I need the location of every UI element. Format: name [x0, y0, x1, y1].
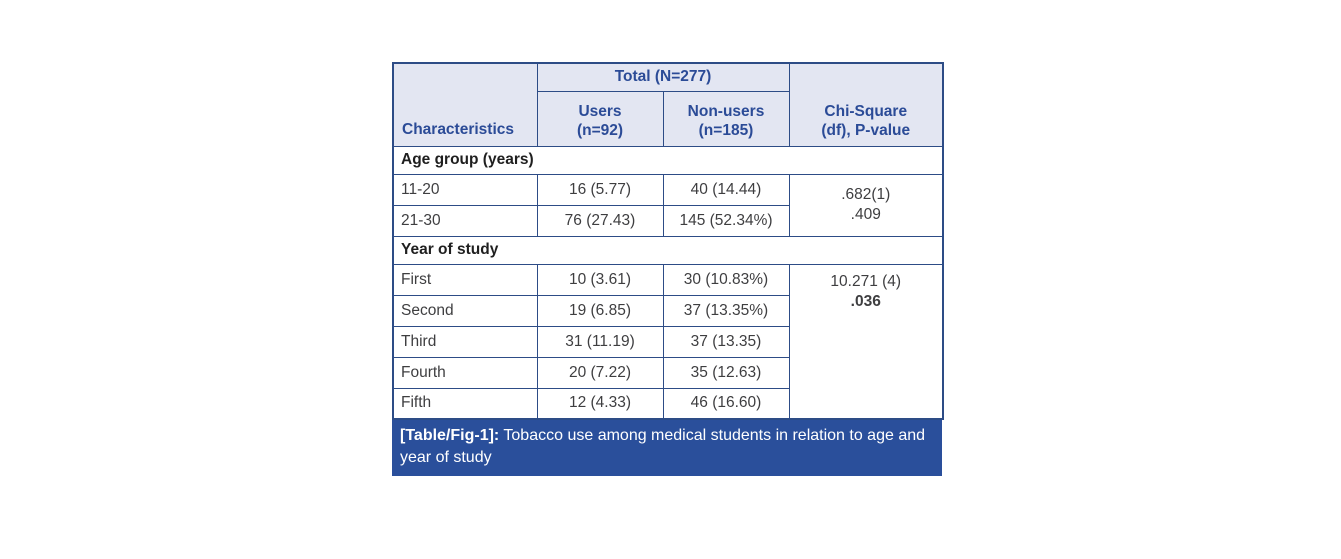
column-header-total: Total (N=277) — [536, 62, 790, 92]
nonusers-value: 145 (52.34%) — [662, 204, 790, 237]
column-header-users: Users (n=92) — [536, 90, 664, 147]
row-label: 11-20 — [392, 173, 538, 206]
section-row-year-of-study: Year of study — [392, 235, 944, 265]
chi-square-statistic: 10.271 (4) — [830, 272, 902, 290]
users-value: 12 (4.33) — [536, 387, 664, 420]
nonusers-value: 37 (13.35%) — [662, 294, 790, 327]
column-header-nonusers: Non-users (n=185) — [662, 90, 790, 147]
users-value: 16 (5.77) — [536, 173, 664, 206]
chi-square-pvalue: .409 — [850, 206, 881, 223]
caption-label: [Table/Fig-1]: — [400, 427, 500, 444]
chi-square-cell: .682(1) .409 — [788, 173, 944, 237]
section-row-age-group: Age group (years) — [392, 145, 944, 175]
chi-square-cell: 10.271 (4) .036 — [788, 263, 944, 420]
data-table: Characteristics Total (N=277) Chi-Square… — [392, 62, 944, 420]
nonusers-value: 35 (12.63) — [662, 356, 790, 389]
chi-square-pvalue: .036 — [850, 292, 881, 310]
table-body: Age group (years) 11-20 16 (5.77) 40 (14… — [392, 145, 944, 420]
table-row: Fifth 12 (4.33) 46 (16.60) — [392, 387, 943, 420]
nonusers-value: 40 (14.44) — [662, 173, 790, 206]
table-header: Characteristics Total (N=277) Chi-Square… — [392, 62, 944, 147]
nonusers-value: 37 (13.35) — [662, 325, 790, 358]
nonusers-value: 46 (16.60) — [662, 387, 790, 420]
row-label: Second — [392, 294, 538, 327]
row-label: 21-30 — [392, 204, 538, 237]
nonusers-value: 30 (10.83%) — [662, 263, 790, 296]
table-figure: Characteristics Total (N=277) Chi-Square… — [392, 62, 944, 476]
row-label: First — [392, 263, 538, 296]
column-header-chi-square: Chi-Square (df), P-value — [788, 62, 944, 147]
chi-square-statistic: .682(1) — [841, 186, 891, 203]
row-label: Fifth — [392, 387, 538, 420]
header-row-sub: Users (n=92) Non-users (n=185) — [393, 90, 943, 147]
section-title: Year of study — [392, 235, 944, 265]
section-title: Age group (years) — [392, 145, 944, 175]
table-row: First 10 (3.61) 30 (10.83%) 10.271 (4) .… — [392, 263, 944, 420]
table-row: Fourth 20 (7.22) 35 (12.63) — [392, 356, 943, 389]
users-value: 10 (3.61) — [536, 263, 664, 296]
header-row-top: Characteristics Total (N=277) Chi-Square… — [392, 62, 944, 147]
caption-text: Tobacco use among medical students in re… — [400, 427, 926, 466]
row-label: Third — [392, 325, 538, 358]
users-value: 20 (7.22) — [536, 356, 664, 389]
column-header-characteristics: Characteristics — [392, 62, 538, 147]
table-row: 11-20 16 (5.77) 40 (14.44) .682(1) .409 — [392, 173, 944, 237]
table-row: Third 31 (11.19) 37 (13.35) — [392, 325, 943, 358]
users-value: 76 (27.43) — [536, 204, 664, 237]
table-row: 21-30 76 (27.43) 145 (52.34%) — [392, 204, 943, 237]
users-value: 19 (6.85) — [536, 294, 664, 327]
table-caption: [Table/Fig-1]: Tobacco use among medical… — [392, 420, 942, 476]
row-label: Fourth — [392, 356, 538, 389]
users-value: 31 (11.19) — [536, 325, 664, 358]
